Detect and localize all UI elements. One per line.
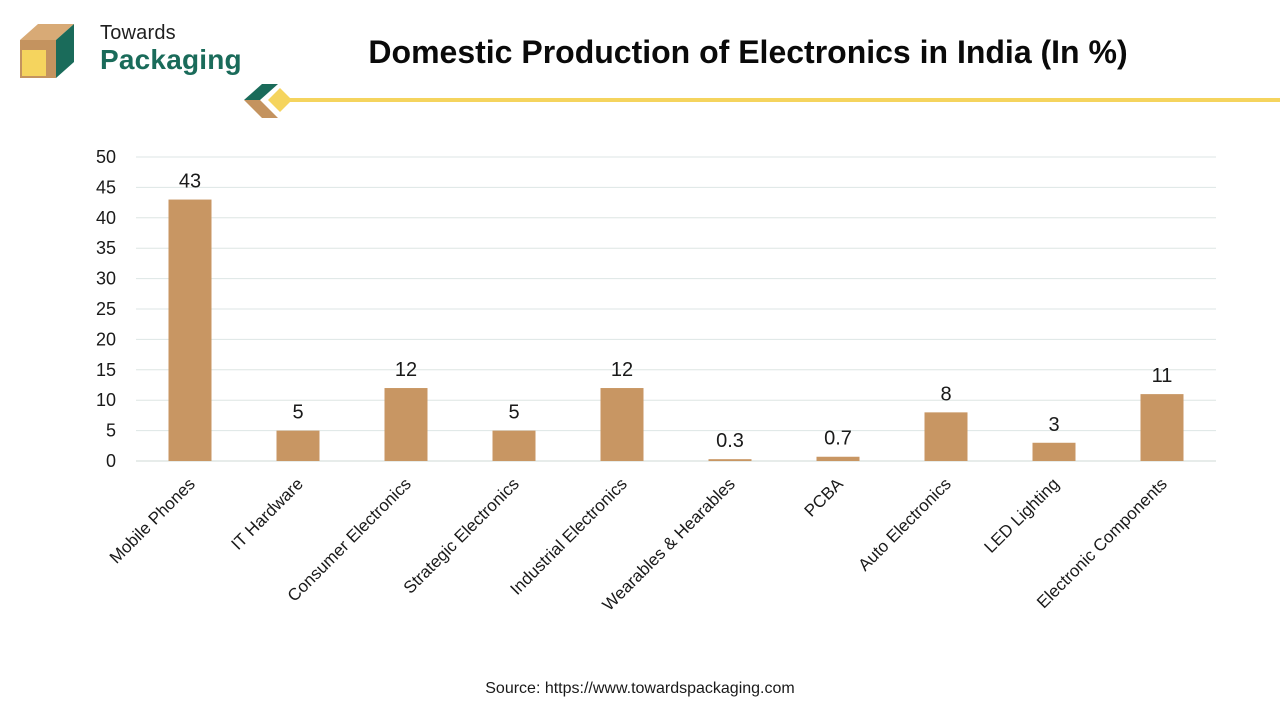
- x-tick-label: PCBA: [801, 474, 848, 521]
- y-tick-label: 40: [96, 208, 116, 228]
- divider-green-diamond-icon: [244, 84, 278, 100]
- data-label: 8: [940, 383, 951, 405]
- bar: [492, 430, 536, 461]
- bar: [384, 388, 428, 461]
- data-label: 43: [179, 171, 201, 193]
- brand-name-top: Towards: [100, 22, 176, 44]
- y-tick-label: 0: [106, 451, 116, 471]
- x-tick-label: Strategic Electronics: [400, 474, 523, 597]
- data-label: 5: [508, 402, 519, 424]
- grid-lines: [136, 156, 1216, 462]
- bar: [600, 388, 644, 461]
- x-tick-label: IT Hardware: [227, 474, 306, 553]
- divider-line: [288, 98, 1280, 102]
- y-tick-label: 10: [96, 390, 116, 410]
- y-tick-label: 15: [96, 360, 116, 380]
- brand-name-bottom: Packaging: [100, 44, 242, 75]
- x-tick-label: Consumer Electronics: [284, 474, 415, 605]
- y-tick-label: 5: [106, 421, 116, 441]
- data-label: 12: [611, 359, 633, 381]
- x-tick-label: Industrial Electronics: [506, 474, 630, 598]
- y-tick-label: 20: [96, 329, 116, 349]
- y-tick-label: 45: [96, 177, 116, 197]
- y-axis: 0 5 10 15 20 25 30 35 40 45 50: [96, 147, 116, 471]
- header-divider: [244, 84, 1280, 118]
- bar: [1032, 442, 1076, 461]
- bar: [1140, 394, 1184, 461]
- divider-yellow-diamond-icon: [268, 88, 292, 112]
- source-note: Source: https://www.towardspackaging.com: [485, 680, 795, 697]
- x-tick-label: Mobile Phones: [106, 474, 199, 567]
- divider-tan-diamond-icon: [244, 100, 278, 118]
- brand-logo: Towards Packaging: [16, 20, 242, 84]
- bars: [168, 199, 1184, 461]
- y-tick-label: 35: [96, 238, 116, 258]
- data-label: 0.7: [824, 428, 852, 450]
- bar: [816, 456, 860, 461]
- data-label: 3: [1048, 414, 1059, 436]
- x-tick-label: LED Lighting: [981, 474, 1063, 556]
- y-tick-label: 30: [96, 269, 116, 289]
- package-box-icon: [20, 24, 74, 78]
- bar: [708, 459, 752, 461]
- x-tick-label: Auto Electronics: [855, 474, 955, 574]
- data-label: 0.3: [716, 430, 744, 452]
- bar: [168, 199, 212, 461]
- data-label: 12: [395, 359, 417, 381]
- y-tick-label: 25: [96, 299, 116, 319]
- y-tick-label: 50: [96, 147, 116, 167]
- bar: [924, 412, 968, 461]
- data-label: 11: [1152, 365, 1173, 387]
- page-title: Domestic Production of Electronics in In…: [368, 34, 1128, 70]
- data-labels: 43 5 12 5 12 0.3 0.7 8 3 11: [179, 171, 1173, 453]
- bar: [276, 430, 320, 461]
- data-label: 5: [292, 402, 303, 424]
